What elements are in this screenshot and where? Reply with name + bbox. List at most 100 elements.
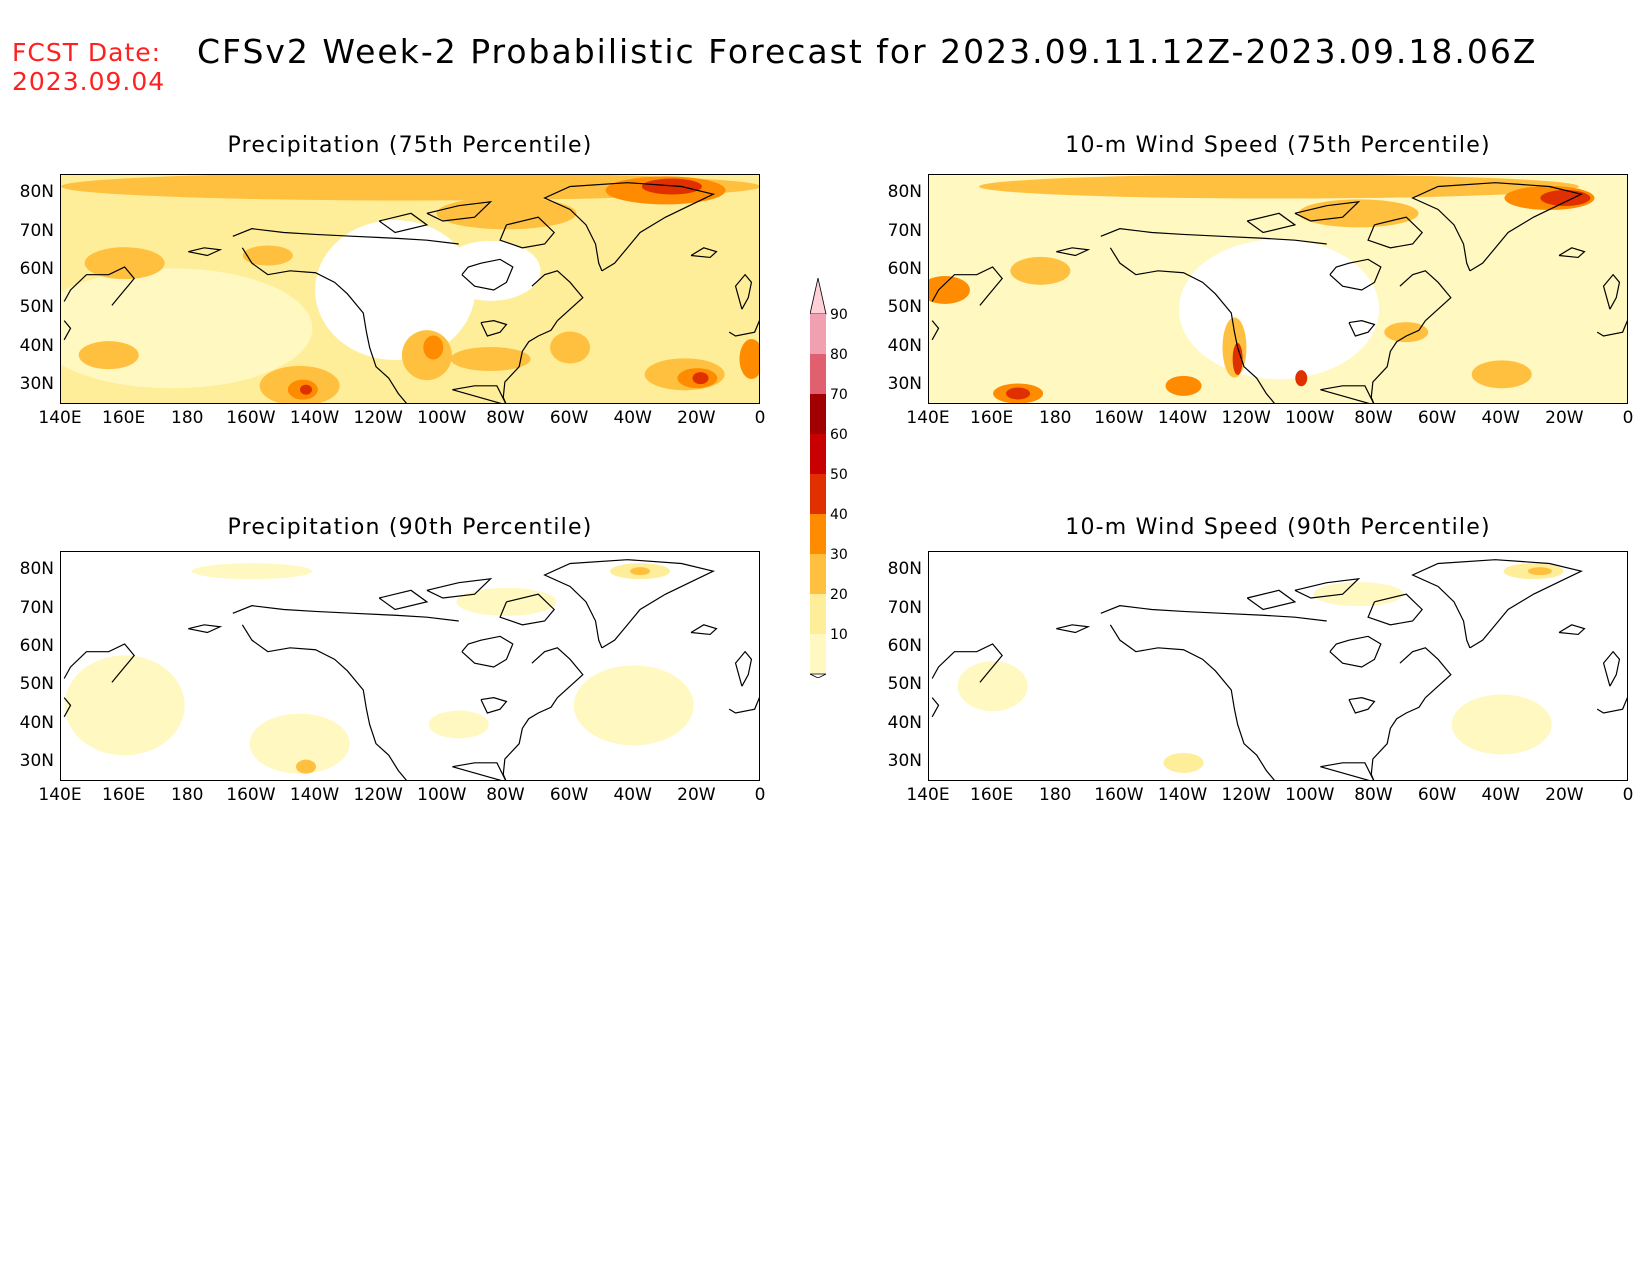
probability-contour <box>573 665 694 746</box>
coastline <box>499 593 555 626</box>
lon-tick-label: 60W <box>1417 785 1457 805</box>
coastline <box>1399 647 1452 699</box>
coastline <box>1100 605 1327 622</box>
lon-tick-label: 140E <box>906 408 950 428</box>
panel-title-wind-75: 10-m Wind Speed (75th Percentile) <box>1065 133 1491 158</box>
lat-tick-label: 30N <box>19 750 54 771</box>
lon-tick-label: 80W <box>1354 408 1393 428</box>
coastline <box>1056 624 1091 634</box>
coastline <box>502 320 558 403</box>
coastline <box>1294 578 1361 599</box>
lon-tick-label: 140E <box>906 785 950 805</box>
probability-contour <box>64 655 185 756</box>
probability-contour <box>929 276 970 304</box>
map-canvas <box>929 175 1627 403</box>
panel-title-wind-90: 10-m Wind Speed (90th Percentile) <box>1065 515 1491 540</box>
lon-tick-label: 60W <box>549 408 589 428</box>
probability-contour <box>1527 567 1552 576</box>
coastline <box>1320 385 1375 403</box>
coastline <box>931 320 940 341</box>
map-canvas <box>929 552 1627 780</box>
coastline <box>1109 624 1275 780</box>
coastline <box>480 697 508 714</box>
lat-tick-label: 30N <box>19 373 54 394</box>
lon-tick-label: 140W <box>1157 408 1208 428</box>
coastline <box>1411 559 1584 649</box>
colorbar-label: 60 <box>830 427 848 443</box>
colorbar-segment <box>810 514 826 554</box>
lon-tick-label: 140E <box>38 785 82 805</box>
coastline <box>378 589 429 611</box>
lon-tick-label: 80W <box>486 408 525 428</box>
probability-contour <box>428 710 489 739</box>
lat-tick-label: 80N <box>19 182 54 203</box>
probability-contour <box>630 567 651 576</box>
probability-contour <box>1313 582 1404 607</box>
probability-contour <box>1163 752 1204 773</box>
coastline <box>1602 650 1621 687</box>
coastline <box>1246 589 1297 611</box>
coastline <box>1399 270 1452 322</box>
probability-contour <box>1006 387 1031 400</box>
probability-contour <box>1298 199 1419 228</box>
lon-tick-label: 120W <box>353 785 403 805</box>
coastline <box>1348 697 1376 714</box>
probability-contour <box>641 178 702 195</box>
lon-tick-label: 140W <box>289 408 340 428</box>
lon-tick-label: 160E <box>102 785 146 805</box>
probability-contour <box>1540 190 1591 206</box>
colorbar-label: 50 <box>830 467 848 483</box>
colorbar-segment <box>810 594 826 634</box>
coastline <box>480 320 508 337</box>
lon-tick-label: 20W <box>677 408 716 428</box>
fcst-date-block: FCST Date: 2023.09.04 <box>12 38 165 96</box>
lat-tick-label: 60N <box>887 635 922 656</box>
colorbar-cap <box>810 278 827 315</box>
lat-tick-label: 80N <box>887 559 922 580</box>
coastline <box>1056 247 1091 257</box>
probability-contour <box>1232 343 1243 375</box>
colorbar-segment <box>810 554 826 594</box>
map-precip-90 <box>60 551 760 781</box>
coastline <box>241 247 407 403</box>
coastline <box>531 647 584 699</box>
probability-contour <box>315 220 476 360</box>
lon-tick-label: 160E <box>970 785 1014 805</box>
coastline <box>1558 247 1586 259</box>
coastline <box>63 643 135 683</box>
lon-tick-label: 160E <box>102 408 146 428</box>
lat-tick-label: 50N <box>19 674 54 695</box>
colorbar-segment <box>810 634 826 674</box>
coastline <box>1370 697 1426 780</box>
probability-contour <box>84 247 165 280</box>
coastline <box>426 201 493 222</box>
lat-tick-label: 40N <box>19 712 54 733</box>
lon-tick-label: 100W <box>1285 408 1335 428</box>
coastline <box>1246 212 1297 234</box>
lat-tick-label: 70N <box>19 597 54 618</box>
lon-tick-label: 140W <box>289 785 340 805</box>
coastline <box>734 650 753 687</box>
probability-contour <box>979 175 1579 199</box>
coastline <box>232 605 459 622</box>
lon-tick-label: 40W <box>613 785 652 805</box>
lon-tick-label: 140E <box>38 408 82 428</box>
coastline <box>1596 320 1627 337</box>
lon-tick-label: 140W <box>1157 785 1208 805</box>
colorbar-label: 20 <box>830 587 848 603</box>
probability-contour <box>1451 694 1552 755</box>
lon-tick-label: 40W <box>613 408 652 428</box>
lon-tick-label: 160E <box>970 408 1014 428</box>
coastline <box>1367 593 1423 626</box>
probability-contour <box>191 563 312 580</box>
probability-contour <box>300 384 312 395</box>
coastline <box>1329 635 1382 668</box>
coastline <box>1320 762 1375 780</box>
coastline <box>931 697 940 718</box>
colorbar-label: 80 <box>830 347 848 363</box>
colorbar-label: 90 <box>830 307 848 323</box>
coastline <box>452 762 507 780</box>
lon-tick-label: 180 <box>1039 785 1072 805</box>
map-wind-90 <box>928 551 1628 781</box>
coastline <box>1411 182 1584 272</box>
